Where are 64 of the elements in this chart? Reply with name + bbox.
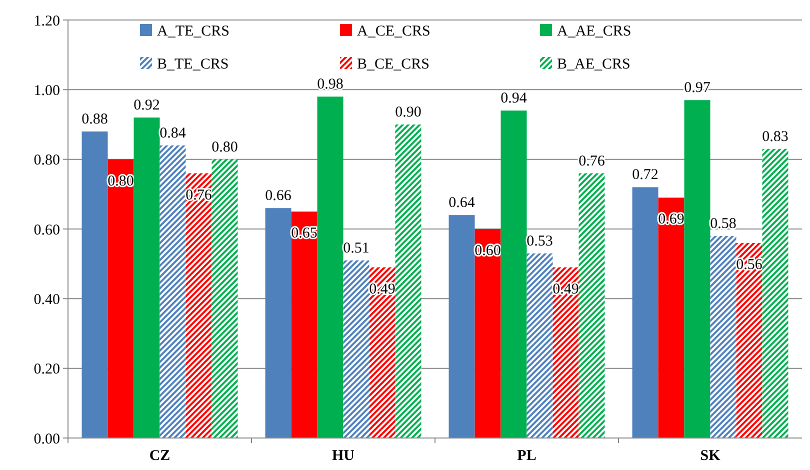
x-tick-label: PL bbox=[517, 448, 536, 464]
bar bbox=[395, 124, 422, 438]
data-label: 0.69 bbox=[658, 212, 684, 228]
x-tick-label: HU bbox=[332, 448, 355, 464]
data-label: 0.49 bbox=[369, 281, 396, 298]
data-label: 0.64 bbox=[448, 195, 476, 212]
data-label: 0.98 bbox=[317, 76, 344, 93]
data-label: 0.90 bbox=[395, 104, 422, 120]
bar bbox=[710, 236, 736, 438]
data-label: 0.49 bbox=[552, 281, 579, 298]
x-tick-label: CZ bbox=[149, 448, 170, 464]
data-label: 0.94 bbox=[500, 90, 528, 107]
legend-label: A_TE_CRS bbox=[157, 23, 230, 40]
bar bbox=[526, 253, 553, 438]
data-label: 0.97 bbox=[684, 80, 711, 96]
bar bbox=[108, 159, 134, 438]
legend-label: A_CE_CRS bbox=[357, 23, 430, 40]
bar bbox=[317, 96, 344, 438]
data-label: 0.76 bbox=[186, 187, 212, 204]
bar bbox=[684, 100, 710, 438]
data-label: 0.51 bbox=[343, 240, 370, 256]
bar bbox=[291, 212, 318, 438]
bar bbox=[762, 148, 788, 438]
y-tick-label: 0.60 bbox=[34, 222, 60, 238]
bar bbox=[658, 198, 684, 438]
data-label: 0.60 bbox=[474, 243, 501, 259]
data-label: 0.53 bbox=[526, 233, 553, 250]
bar bbox=[632, 187, 658, 438]
bar bbox=[134, 118, 160, 438]
data-label: 0.66 bbox=[265, 188, 292, 204]
bar bbox=[343, 260, 370, 438]
legend-label: A_AE_CRS bbox=[557, 23, 632, 40]
bar bbox=[474, 229, 501, 438]
data-label: 0.83 bbox=[762, 128, 788, 145]
data-label: 0.88 bbox=[82, 111, 108, 128]
bar bbox=[160, 145, 186, 438]
data-label: 0.92 bbox=[134, 98, 160, 114]
y-tick-label: 0.40 bbox=[34, 292, 60, 308]
y-tick-label: 1.00 bbox=[34, 82, 60, 99]
data-label: 0.80 bbox=[212, 139, 238, 156]
legend-label: B_TE_CRS bbox=[157, 56, 229, 72]
data-label: 0.58 bbox=[710, 216, 736, 232]
bar bbox=[265, 208, 292, 438]
data-label: 0.72 bbox=[632, 167, 658, 184]
data-label: 0.84 bbox=[160, 125, 186, 142]
legend-label: B_AE_CRS bbox=[557, 56, 630, 72]
bar bbox=[448, 215, 475, 438]
bar bbox=[500, 110, 527, 438]
bar bbox=[212, 159, 238, 438]
y-tick-label: 0.80 bbox=[34, 152, 60, 169]
data-label: 0.80 bbox=[108, 173, 134, 190]
bar bbox=[736, 242, 762, 438]
x-tick-label: SK bbox=[700, 448, 721, 464]
bar bbox=[369, 267, 396, 438]
y-tick-label: 0.20 bbox=[34, 362, 60, 378]
y-tick-label: 1.20 bbox=[34, 13, 60, 30]
data-label: 0.65 bbox=[291, 226, 318, 242]
y-tick-label: 0.00 bbox=[34, 431, 60, 448]
legend-label: B_CE_CRS bbox=[357, 56, 430, 72]
bar bbox=[82, 131, 108, 438]
data-label: 0.76 bbox=[578, 153, 606, 170]
bar bbox=[552, 267, 579, 438]
bar bbox=[578, 173, 605, 438]
bar bbox=[186, 173, 212, 438]
